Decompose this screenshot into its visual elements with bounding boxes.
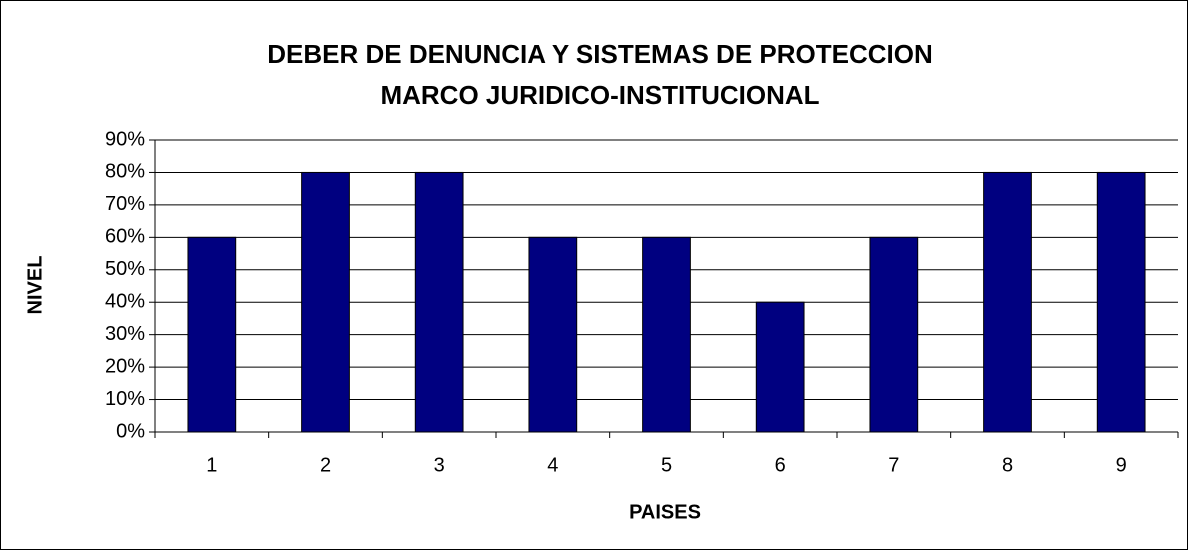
bar [414, 171, 464, 433]
x-tick-label: 4 [547, 454, 558, 476]
y-axis-label: NIVEL [24, 256, 46, 315]
y-tick-label: 70% [105, 193, 145, 215]
x-tick-label: 6 [775, 454, 786, 476]
y-tick-label: 10% [105, 388, 145, 410]
x-tick-label: 9 [1116, 454, 1127, 476]
x-tick-label: 2 [320, 454, 331, 476]
bar [869, 236, 919, 433]
y-tick-label: 50% [105, 258, 145, 280]
x-axis-label: PAISES [629, 501, 701, 523]
y-tick-label: 60% [105, 226, 145, 248]
y-tick-label: 20% [105, 355, 145, 377]
chart-title: DEBER DE DENUNCIA Y SISTEMAS DE PROTECCI… [267, 39, 933, 69]
y-tick-label: 80% [105, 161, 145, 183]
x-tick-label: 7 [888, 454, 899, 476]
x-tick-label: 3 [434, 454, 445, 476]
y-tick-label: 40% [105, 291, 145, 313]
bar [983, 171, 1032, 433]
y-tick-label: 0% [116, 420, 145, 442]
y-tick-label: 90% [105, 128, 145, 150]
chart-subtitle: MARCO JURIDICO-INSTITUCIONAL [380, 80, 819, 110]
bar [301, 171, 350, 433]
x-tick-label: 1 [206, 454, 217, 476]
bar [528, 236, 578, 433]
bar [1096, 171, 1146, 433]
bar [755, 301, 805, 433]
x-tick-label: 5 [661, 454, 672, 476]
x-tick-label: 8 [1002, 454, 1013, 476]
bar [187, 236, 237, 433]
y-tick-label: 30% [105, 323, 145, 345]
bar [642, 236, 691, 433]
